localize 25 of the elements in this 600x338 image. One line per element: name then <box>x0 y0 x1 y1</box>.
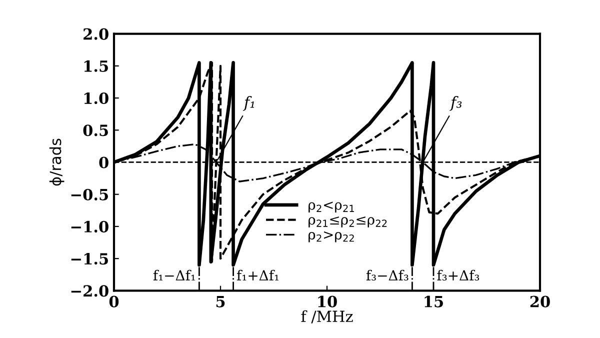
legend-label: ρ$_{2}$<ρ$_{21}$ <box>308 202 354 213</box>
y-tick-label: 0 <box>99 156 108 168</box>
x-axis-title: f /MHz <box>301 310 353 324</box>
ref-line-label: f₃+Δf₃ <box>437 270 480 281</box>
annotation: f₁ <box>242 96 254 111</box>
legend-label: ρ$_{21}$≤ρ$_{2}$≤ρ$_{22}$ <box>308 216 387 228</box>
annotation: f₃ <box>450 96 462 111</box>
x-tick-label: 20 <box>530 296 550 308</box>
x-tick-label: 15 <box>424 296 443 308</box>
x-tick-label: 10 <box>318 296 337 308</box>
y-tick-label: −2.0 <box>71 285 108 297</box>
ref-line-label: f₁+Δf₁ <box>236 270 278 280</box>
x-tick-label: 0 <box>109 296 119 308</box>
y-tick-label: 1.5 <box>84 60 108 72</box>
y-tick-label: −0.5 <box>71 188 108 200</box>
y-tick-label: 2.0 <box>84 28 108 40</box>
ref-line-label: f₃−Δf₃ <box>366 270 408 281</box>
legend-label: ρ$_{2}$>ρ$_{22}$ <box>308 231 354 242</box>
y-tick-label: −1.0 <box>71 220 108 232</box>
y-tick-label: −1.5 <box>71 253 108 265</box>
y-axis-title: ϕ/rads <box>49 138 64 186</box>
y-tick-label: 1.0 <box>84 92 108 104</box>
x-tick-label: 5 <box>216 296 225 308</box>
y-tick-label: 0.5 <box>83 124 108 136</box>
ref-line-label: f₁−Δf₁ <box>153 270 195 280</box>
